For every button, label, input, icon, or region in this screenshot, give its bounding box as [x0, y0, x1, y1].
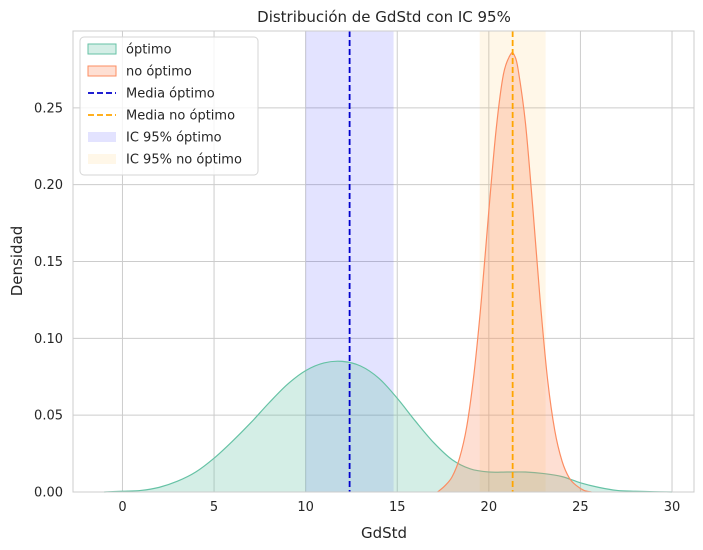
y-tick-label: 0.15: [34, 255, 63, 270]
y-tick-label: 0.25: [34, 101, 63, 116]
plot-frame: [72, 30, 695, 493]
y-tick-label: 0.10: [34, 332, 63, 347]
legend-label: Media no óptimo: [126, 109, 235, 124]
density-line-no-optimo: [437, 51, 592, 493]
chart-title: Distribución de GdStd con IC 95%: [257, 8, 511, 26]
legend-label: Media óptimo: [126, 87, 215, 102]
y-axis-label: Densidad: [8, 226, 26, 297]
legend-swatch: [88, 154, 116, 164]
x-tick-label: 20: [481, 500, 498, 515]
density-area-optimo: [104, 361, 673, 492]
y-tick-label: 0.05: [34, 409, 63, 424]
x-tick-label: 10: [297, 500, 314, 515]
density-line-optimo: [104, 360, 673, 493]
legend-box: [79, 36, 259, 176]
x-axis-label: GdStd: [361, 524, 407, 542]
legend-label: no óptimo: [126, 65, 192, 80]
density-area-no-optimo: [437, 52, 592, 493]
x-tick-label: 30: [664, 500, 681, 515]
x-tick-label: 0: [118, 500, 126, 515]
legend-swatch: [87, 43, 117, 55]
legend-swatch: [88, 132, 116, 142]
legend-label: IC 95% no óptimo: [126, 153, 242, 168]
x-tick-label: 25: [572, 500, 589, 515]
y-tick-label: 0.20: [34, 178, 63, 193]
plot-area: 0 5 10 15 20 25 30 0.00 0.05 0.10 0.15 0.20 0.25 ópti…: [34, 30, 695, 515]
x-tick-label: 15: [389, 500, 406, 515]
legend-swatch: [87, 65, 117, 77]
y-tick-label: 0.00: [34, 486, 63, 501]
legend: óptimo no óptimo Media óptimo Media no ópti…: [79, 36, 259, 176]
legend-label: IC 95% óptimo: [126, 131, 222, 146]
legend-label: óptimo: [126, 43, 172, 58]
x-tick-label: 5: [210, 500, 218, 515]
